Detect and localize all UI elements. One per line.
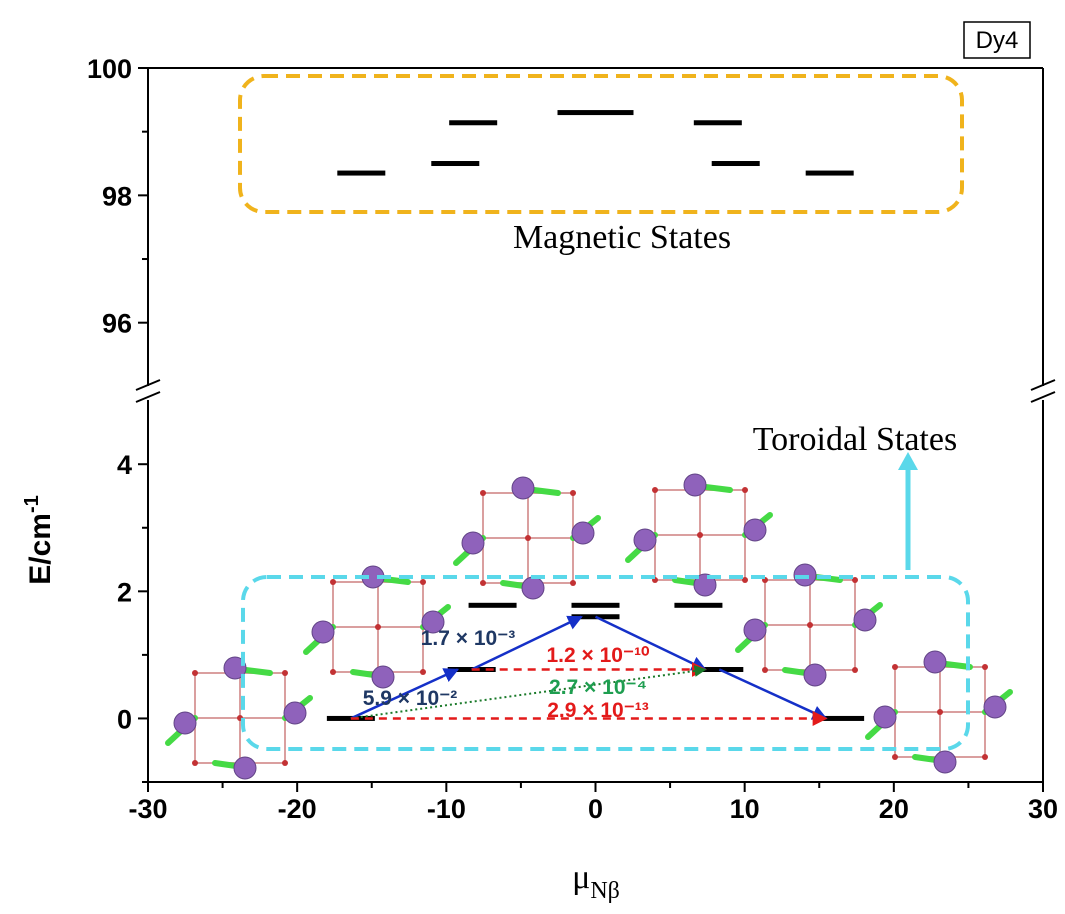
axis-break-mark <box>1030 391 1056 403</box>
y-tick-label: 4 <box>117 450 132 480</box>
x-tick-label: -10 <box>427 794 466 824</box>
transition-arrow <box>718 668 828 720</box>
axis-break-mark <box>135 391 161 403</box>
y-axis-label: E/cm-1 <box>21 495 57 585</box>
energy-level <box>711 161 760 167</box>
y-label-text: E/cm <box>24 513 57 585</box>
transition-label: 2.7 × 10⁻⁴ <box>549 676 647 699</box>
energy-level <box>431 161 480 167</box>
y-tick-label: 96 <box>102 309 132 339</box>
energy-level <box>816 715 865 721</box>
energy-level <box>468 602 517 608</box>
energy-level <box>805 170 854 176</box>
axis-break-gap <box>1035 386 1051 400</box>
label-box <box>963 21 1031 59</box>
energy-level <box>337 170 386 176</box>
group-box <box>238 74 964 214</box>
y-tick-label: 0 <box>117 704 132 734</box>
x-tick-label: 10 <box>730 794 760 824</box>
energy-level <box>693 120 742 126</box>
axis-break-mark <box>135 379 161 391</box>
x-tick-label: -20 <box>278 794 317 824</box>
y-tick-label: 98 <box>102 181 132 211</box>
transition-arrow <box>350 668 460 720</box>
group-box <box>241 575 970 751</box>
x-label-text: μ <box>572 859 590 896</box>
energy-level <box>674 602 723 608</box>
y-label-sup: -1 <box>21 495 43 513</box>
x-tick-label: -30 <box>128 794 167 824</box>
group-label: Magnetic States <box>513 219 731 256</box>
x-axis-label: μNβ <box>572 859 620 904</box>
transition-arrow <box>471 615 583 671</box>
transition-label: 1.7 × 10⁻³ <box>421 627 516 650</box>
axis-break-gap <box>140 386 156 400</box>
molecule-illustrations <box>168 474 1010 779</box>
transition-label: 2.9 × 10⁻¹³ <box>547 699 649 722</box>
energy-level <box>571 602 620 608</box>
transition-arrow <box>594 615 707 671</box>
y-tick-label: 100 <box>87 54 132 84</box>
energy-level <box>449 120 498 126</box>
group-label-arrowhead <box>898 452 918 470</box>
label-box-text: Dy4 <box>976 27 1019 54</box>
energy-level <box>557 110 634 116</box>
x-label-sub: Nβ <box>590 878 620 904</box>
axis-break-mark <box>1030 379 1056 391</box>
x-tick-label: 30 <box>1028 794 1058 824</box>
transition-label: 5.9 × 10⁻² <box>363 687 458 710</box>
x-tick-label: 0 <box>588 794 603 824</box>
y-tick-label: 2 <box>117 577 132 607</box>
transition-label: 1.2 × 10⁻¹⁰ <box>547 644 651 667</box>
x-tick-label: 20 <box>879 794 909 824</box>
group-label: Toroidal States <box>753 421 957 458</box>
